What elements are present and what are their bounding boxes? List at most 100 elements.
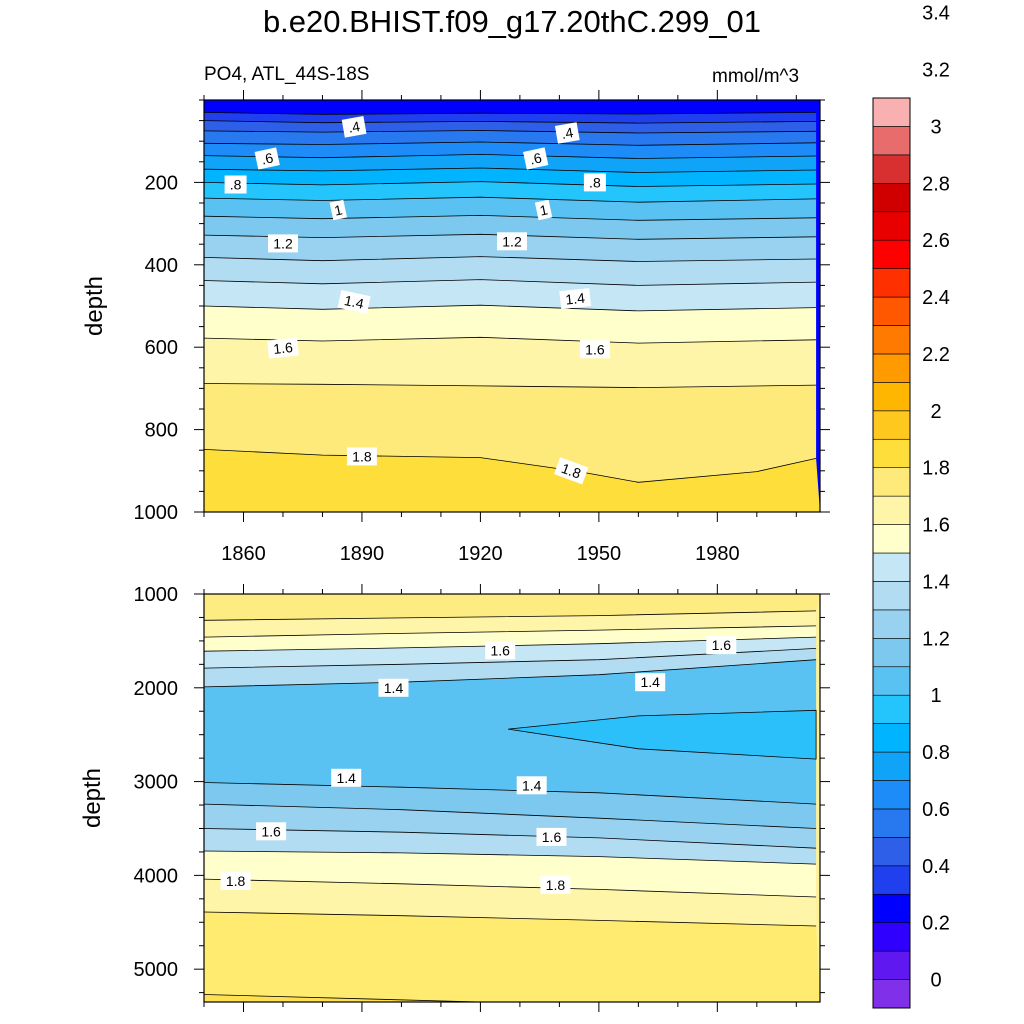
contour-label-box — [516, 776, 547, 795]
contour-label-text: 1.6 — [490, 642, 510, 658]
colorbar-swatch — [872, 865, 911, 895]
contour-label-box — [329, 199, 348, 221]
contour-label-text: .8 — [589, 174, 601, 190]
contour-band — [204, 594, 820, 621]
colorbar-label: 3.2 — [922, 60, 950, 82]
x-tick-label: 1980 — [695, 543, 740, 565]
contour-label: 1.2 — [497, 232, 527, 251]
contour-label: .6 — [523, 147, 549, 170]
y-tick-label: 2000 — [134, 678, 179, 700]
colorbar-swatch — [872, 467, 911, 497]
contour-line — [204, 196, 817, 203]
contour-label-text: .4 — [560, 124, 574, 142]
colorbar-swatch — [872, 126, 911, 156]
colorbar-swatch — [872, 666, 911, 696]
chart-title: b.e20.BHIST.f09_g17.20thC.299_01 — [262, 4, 762, 39]
y-tick-label: 5000 — [134, 959, 179, 981]
colorbar-label: 3 — [930, 116, 941, 138]
colorbar-swatch — [872, 495, 911, 525]
colorbar-label: 1.6 — [922, 515, 950, 537]
y-tick-label: 1000 — [134, 584, 179, 606]
contour-label-box — [523, 147, 549, 170]
colorbar-label: 0.6 — [922, 799, 950, 821]
variable-region-label: PO4, ATL_44S-18S — [204, 64, 370, 85]
contour-line — [204, 383, 817, 389]
contour-line — [204, 803, 817, 829]
upper-plot-area: .4 .4 .6 .6 .8 .8 1 1 1.2 1.2 1.4 1.4 1.6 1.6 1.8 1.8 — [204, 100, 820, 512]
contour-line — [204, 610, 817, 621]
colorbar-swatch — [872, 268, 911, 298]
contour-label: 1.6 — [256, 822, 287, 841]
contour-label-text: 1.4 — [522, 777, 542, 793]
colorbar-label: 2.2 — [922, 344, 950, 366]
contour-label-box — [267, 337, 299, 359]
contour-label: 1.4 — [378, 678, 409, 697]
colorbar-swatch — [872, 694, 911, 724]
contour-label: 1.8 — [540, 875, 571, 894]
contour-band — [204, 625, 817, 652]
contour-label: 1.2 — [268, 234, 298, 253]
contour-band — [204, 879, 817, 926]
contour-line — [204, 659, 817, 688]
colorbar-swatch — [872, 609, 911, 639]
colorbar-label: 1.8 — [922, 458, 950, 480]
lower-plot-frame — [203, 593, 821, 1003]
contour-label-box — [534, 199, 553, 221]
colorbar: 0 0.2 0.4 0.6 0.8 1 1.2 1.4 1.6 1.8 2 2.2 2.4 2.6 2.8 3… — [872, 3, 950, 1009]
contour-line — [204, 850, 817, 865]
y-tick-label: 400 — [145, 255, 178, 277]
contour-label-box — [220, 872, 251, 890]
contour-label-box — [485, 641, 516, 660]
contour-band — [204, 782, 817, 829]
colorbar-swatch — [872, 893, 911, 923]
contour-line — [204, 167, 817, 173]
contour-band — [204, 305, 817, 344]
contour-band — [204, 154, 817, 173]
colorbar-swatch — [872, 524, 911, 554]
contour-label-text: .8 — [230, 177, 242, 193]
contour-line — [204, 256, 817, 262]
contour-band — [204, 168, 817, 187]
colorbar-label: 2.4 — [922, 287, 950, 309]
colorbar-swatch — [872, 780, 911, 810]
contour-label-box — [268, 234, 298, 253]
contour-label-box — [497, 232, 527, 251]
contour-label: 1 — [534, 199, 553, 221]
contour-band — [204, 181, 817, 203]
contour-label: 1.4 — [635, 673, 666, 692]
contour-label-box — [540, 875, 571, 894]
contour-band — [204, 142, 817, 159]
y-tick-label: 4000 — [134, 865, 179, 887]
contour-label-box — [635, 673, 666, 692]
contour-band — [204, 828, 817, 865]
colorbar-swatch — [872, 723, 911, 753]
contour-label-text: 1.6 — [585, 341, 605, 357]
contour-band — [204, 337, 817, 388]
contour-label: 1.4 — [331, 768, 362, 787]
contour-band — [204, 383, 817, 483]
colorbar-swatch — [872, 183, 911, 213]
colorbar-swatch — [872, 97, 911, 127]
contour-line — [204, 181, 817, 187]
contour-label: 1.6 — [706, 636, 737, 655]
colorbar-swatch — [872, 239, 911, 269]
contour-label: .8 — [583, 173, 606, 192]
contour-label-text: 1.2 — [273, 235, 293, 251]
contour-label-text: 1.4 — [640, 674, 660, 690]
x-tick-label: 1950 — [577, 543, 622, 565]
contour-label-text: 1.6 — [712, 637, 732, 653]
contour-label: .8 — [224, 175, 247, 194]
contour-label-text: 1 — [333, 201, 344, 218]
contour-label: 1.6 — [485, 641, 516, 660]
colorbar-swatch — [872, 296, 911, 326]
contour-label-box — [346, 447, 377, 466]
contour-label-box — [554, 122, 580, 144]
contour-label-box — [554, 457, 589, 485]
colorbar-label: 0.8 — [922, 742, 950, 764]
contour-label-box — [706, 636, 737, 655]
contour-line — [204, 153, 817, 159]
contour-band — [204, 256, 817, 286]
y-tick-label: 3000 — [134, 772, 179, 794]
colorbar-label: 2.8 — [922, 173, 950, 195]
